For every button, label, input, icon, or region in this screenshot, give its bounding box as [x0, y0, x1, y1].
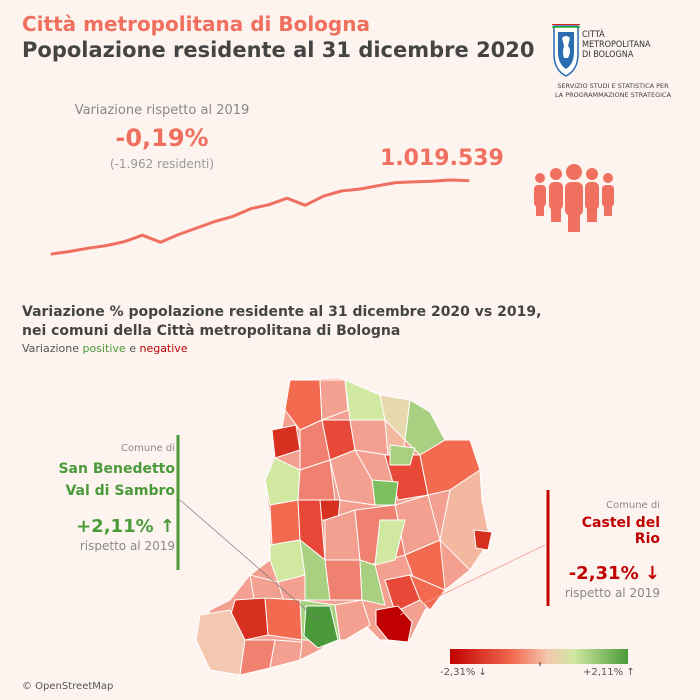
map-subtitle-and: e [129, 342, 136, 355]
comune[interactable] [239, 639, 276, 676]
callout-max-value-text: +2,11% [76, 516, 154, 537]
arrow-up-icon: ↑ [159, 516, 175, 537]
callout-max-name: San Benedetto Val di Sambro [30, 458, 175, 502]
comune[interactable] [269, 539, 306, 583]
callout-max-name-line: San Benedetto [58, 461, 175, 477]
map-subtitle-negative: negative [139, 342, 188, 355]
map-subtitle: Variazione positive e negative [22, 342, 188, 355]
callout-line-max [179, 499, 319, 621]
total-population: 1.019.539 [380, 146, 504, 171]
people-group-icon [534, 164, 614, 232]
variation-value: -0,19% [115, 124, 209, 152]
callout-line-min [399, 544, 546, 616]
logo-emblem [552, 24, 580, 77]
callout-max-note: rispetto al 2019 [79, 539, 175, 553]
callout-min-value-text: -2,31% [568, 563, 639, 584]
comune[interactable] [389, 444, 416, 466]
comune[interactable] [319, 379, 349, 421]
logo-line: CITTÀ [582, 30, 605, 40]
comune[interactable] [473, 529, 493, 551]
comune[interactable] [299, 538, 331, 601]
comune[interactable] [334, 599, 371, 641]
map-credit: © OpenStreetMap [22, 681, 114, 692]
comune[interactable] [409, 574, 446, 611]
legend-max-label: +2,11% ↑ [583, 667, 635, 678]
title-population: Popolazione residente al 31 dicembre 202… [22, 38, 535, 62]
comune[interactable] [324, 559, 363, 601]
callout-min: Comune di Castel del Rio -2,31% ↓ rispet… [555, 500, 660, 600]
callout-max-label: Comune di [121, 443, 175, 454]
callout-min-name: Castel del Rio [581, 515, 660, 547]
comune[interactable] [359, 559, 386, 606]
variation-label: Variazione rispetto al 2019 [74, 103, 250, 118]
comune[interactable] [371, 479, 399, 506]
variation-residents: (-1.962 residenti) [109, 157, 215, 171]
callout-min-value: -2,31% ↓ [555, 563, 660, 584]
legend-min-label: -2,31% ↓ [440, 667, 487, 678]
comune[interactable] [269, 639, 303, 669]
callout-max-name-line: Val di Sambro [65, 483, 175, 499]
map-subtitle-positive: positive [82, 342, 126, 355]
comune[interactable] [329, 449, 376, 506]
title-city: Città metropolitana di Bologna [22, 12, 370, 36]
logo-line: METROPOLITANA [582, 40, 651, 50]
comune[interactable] [264, 597, 303, 641]
comune[interactable] [344, 379, 386, 421]
comune[interactable] [349, 419, 389, 456]
legend-gradient [450, 649, 628, 664]
logo-subtitle: SERVIZIO STUDI E STATISTICA PER LA PROGR… [533, 82, 693, 100]
comune[interactable] [269, 499, 301, 546]
logo-wordmark: CITTÀ METROPOLITANA DI BOLOGNA [582, 30, 651, 60]
logo-subtitle-line: SERVIZIO STUDI E STATISTICA PER [557, 82, 669, 90]
map-title: Variazione % popolazione residente al 31… [22, 303, 541, 341]
comune-san-benedetto-val-di-sambro[interactable] [303, 605, 339, 649]
map-subtitle-prefix: Variazione [22, 342, 80, 355]
map-title-line: nei comuni della Città metropolitana di … [22, 323, 401, 339]
callout-min-label: Comune di [606, 500, 660, 511]
logo-line: DI BOLOGNA [582, 50, 634, 60]
arrow-down-icon: ↓ [644, 563, 660, 584]
logo-subtitle-line: LA PROGRAMMAZIONE STRATEGICA [554, 91, 672, 99]
map-title-line: Variazione % popolazione residente al 31… [22, 304, 542, 320]
comune-castel-del-rio[interactable] [375, 605, 413, 643]
callout-min-note: rispetto al 2019 [564, 586, 660, 600]
callout-max-value: +2,11% ↑ [30, 516, 175, 537]
comune[interactable] [374, 519, 406, 566]
callout-max: Comune di San Benedetto Val di Sambro +2… [30, 443, 175, 553]
